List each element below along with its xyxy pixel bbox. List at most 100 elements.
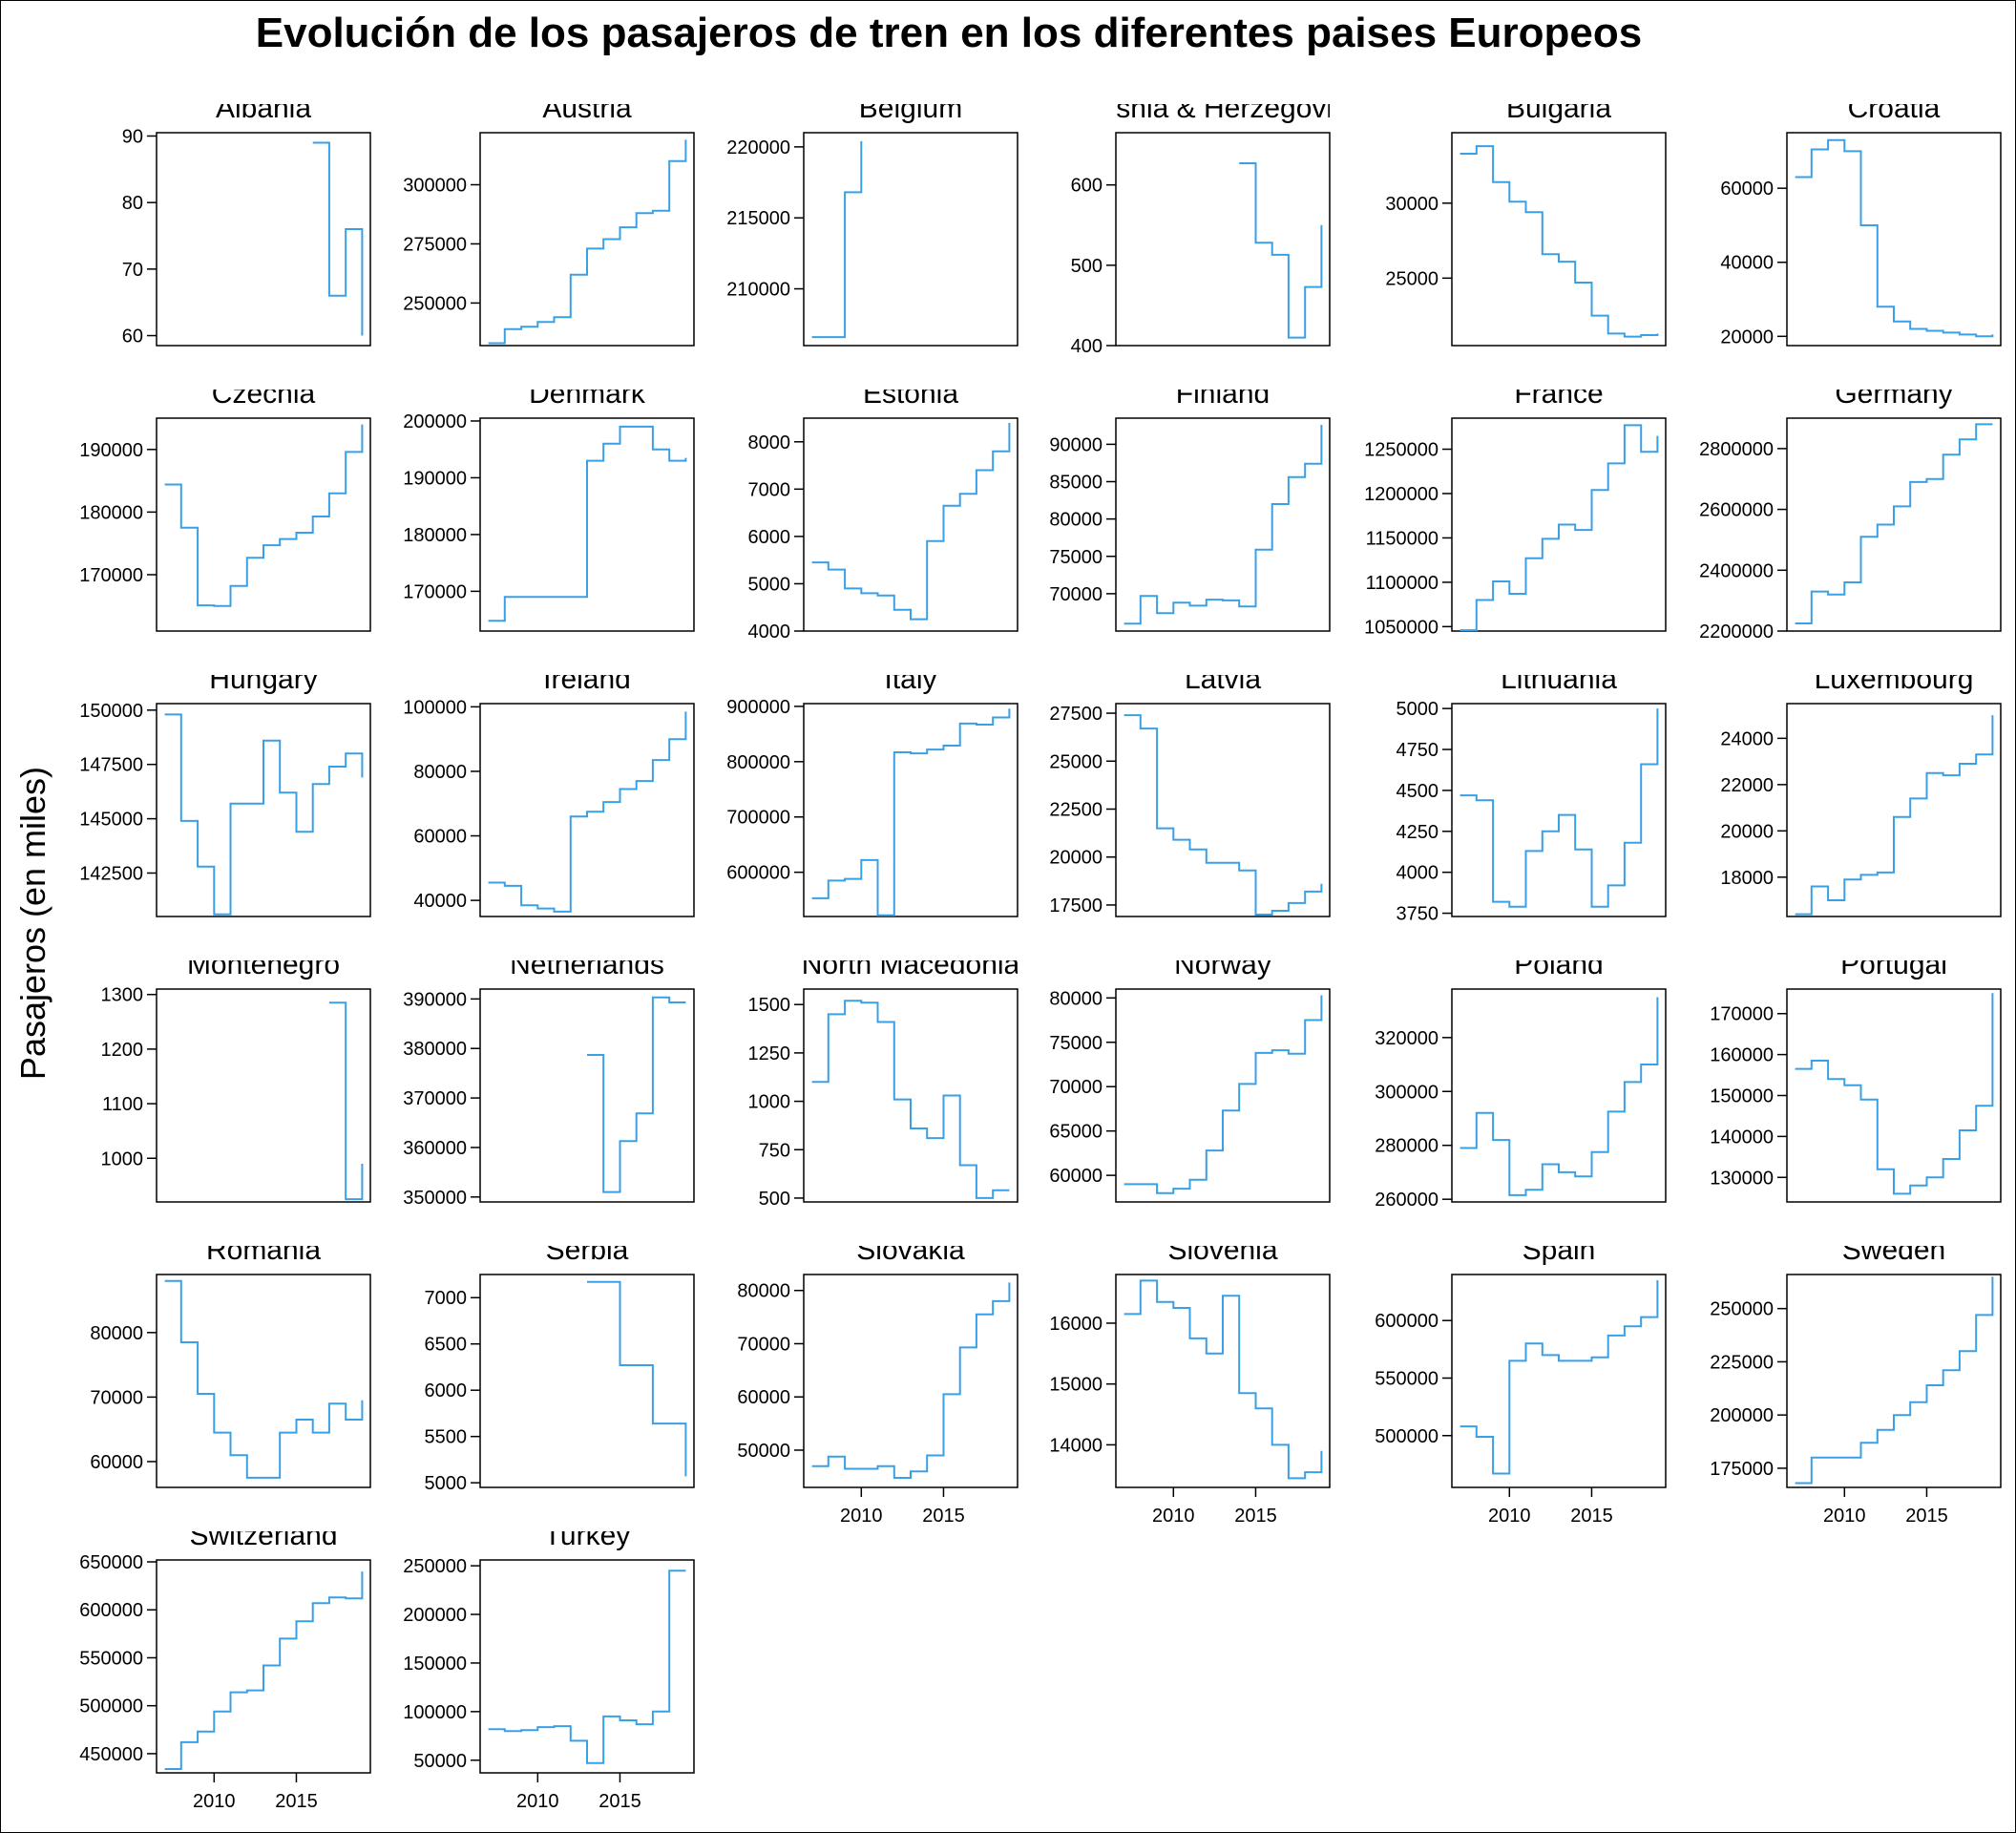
series-line — [1124, 995, 1323, 1194]
y-tick-label: 300000 — [1375, 1082, 1438, 1103]
series-line — [488, 139, 687, 345]
y-tick-label: 1500 — [748, 995, 791, 1016]
panel-title: Ireland — [543, 664, 631, 695]
y-tick-label: 16000 — [1049, 1314, 1102, 1335]
y-tick-label: 15000 — [1049, 1375, 1102, 1396]
y-tick-label: 60000 — [90, 1452, 143, 1473]
panel-title: Luxembourg — [1815, 664, 1974, 695]
y-tick-label: 75000 — [1049, 547, 1102, 568]
panel-title: Montenegro — [187, 949, 340, 980]
panel-title: Slovakia — [856, 1234, 965, 1266]
y-tick-label: 1200 — [101, 1040, 144, 1061]
series-line — [1795, 715, 1994, 916]
y-tick-label: 80000 — [737, 1281, 790, 1302]
panel-bulgaria: Bulgaria 25000 30000 — [1385, 93, 1667, 347]
panel-box — [156, 1559, 371, 1774]
panel-box — [803, 417, 1018, 632]
y-tick-label: 225000 — [1710, 1352, 1774, 1373]
x-tick-label: 2010 — [840, 1506, 883, 1527]
y-tick-label: 4750 — [1396, 740, 1439, 761]
panel-title: Hungary — [209, 664, 317, 695]
panel-title: Belgium — [859, 93, 962, 124]
y-tick-label: 150000 — [1710, 1086, 1774, 1107]
y-tick-label: 90000 — [1049, 434, 1102, 455]
y-tick-label: 250000 — [403, 293, 467, 314]
series-line — [488, 1570, 686, 1764]
y-tick-label: 5000 — [425, 1473, 468, 1494]
y-tick-label: 27500 — [1049, 704, 1102, 725]
panel-box — [479, 417, 695, 632]
y-tick-label: 60000 — [1049, 1166, 1102, 1187]
panel-box — [479, 1274, 695, 1488]
y-tick-label: 80000 — [1049, 988, 1102, 1009]
y-tick-label: 18000 — [1720, 868, 1774, 889]
y-tick-label: 5000 — [748, 574, 791, 595]
panel-czechia: Czechia 170000 180000 190000 — [79, 390, 371, 632]
y-tick-label: 2400000 — [1699, 560, 1774, 581]
panel-title: Romania — [206, 1234, 321, 1266]
panel-title: Bosnia & Herzegovina — [1082, 93, 1365, 124]
y-tick-label: 2800000 — [1699, 439, 1774, 460]
y-tick-label: 22500 — [1049, 799, 1102, 820]
y-tick-label: 40000 — [413, 891, 467, 912]
y-tick-label: 50000 — [737, 1441, 790, 1462]
panel-box — [1451, 703, 1667, 917]
panel-lithuania: Lithuania 3750 4000 4250 4500 4750 5000 — [1396, 664, 1667, 925]
panel-switzerland: Switzerland 450000 500000 550000 600000 65000… — [79, 1531, 371, 1812]
panel-title: Italy — [884, 664, 936, 695]
y-axis-label: Pasajeros (en miles) — [13, 767, 52, 1080]
y-tick-label: 190000 — [403, 468, 467, 489]
panel-albania: Albania 60 70 80 90 — [122, 104, 371, 348]
y-tick-label: 900000 — [726, 697, 790, 718]
panel-denmark: Denmark 170000 180000 190000 200000 — [403, 378, 695, 632]
y-tick-label: 210000 — [726, 280, 790, 301]
panel-serbia: Serbia 5000 5500 6000 6500 7000 — [425, 1246, 695, 1494]
y-tick-label: 1300 — [101, 985, 144, 1006]
panels-group: Albania 60 70 80 90 Austria 250000 275000 300000… — [79, 93, 2002, 1812]
panel-box — [1786, 703, 2002, 917]
y-tick-label: 600000 — [726, 863, 790, 884]
y-tick-label: 1250 — [748, 1043, 791, 1064]
panel-title: Lithuania — [1501, 664, 1617, 695]
y-tick-label: 450000 — [79, 1744, 143, 1765]
x-tick-label: 2015 — [1570, 1506, 1613, 1527]
y-tick-label: 4500 — [1396, 781, 1439, 802]
series-line — [1124, 714, 1323, 916]
y-tick-label: 3750 — [1396, 904, 1439, 925]
y-tick-label: 17500 — [1049, 895, 1102, 916]
panel-title: Sweden — [1842, 1234, 1945, 1266]
y-tick-label: 280000 — [1375, 1136, 1438, 1157]
panel-box — [156, 1274, 371, 1488]
panel-estonia: Estonia 4000 5000 6000 7000 8000 — [748, 390, 1018, 643]
series-line — [587, 1280, 687, 1477]
y-tick-label: 215000 — [726, 208, 790, 229]
y-tick-label: 380000 — [403, 1039, 467, 1060]
panel-ireland: Ireland 40000 60000 80000 100000 — [403, 664, 695, 917]
series-line — [811, 423, 1011, 621]
panel-hungary: Hungary 142500 145000 147500 150000 — [79, 664, 371, 917]
panel-title: Denmark — [529, 378, 646, 410]
series-line — [1795, 1276, 1994, 1485]
y-tick-label: 350000 — [403, 1188, 467, 1209]
y-tick-label: 600 — [1071, 176, 1102, 197]
panel-box — [156, 703, 371, 917]
panel-box — [1786, 132, 2002, 347]
y-tick-label: 70000 — [90, 1387, 143, 1408]
panel-germany: Germany 2200000 2400000 2600000 2800000 — [1699, 390, 2002, 643]
y-tick-label: 70 — [122, 260, 143, 281]
panel-bosnia-herzegovina: Bosnia & Herzegovina 400 500 600 — [1071, 93, 1365, 357]
panel-belgium: Belgium 210000 215000 220000 — [726, 93, 1018, 347]
y-tick-label: 20000 — [1720, 327, 1774, 348]
series-line — [587, 996, 686, 1193]
series-line — [488, 425, 687, 622]
series-line — [164, 1571, 364, 1770]
panel-box — [1451, 1274, 1667, 1488]
panel-box — [479, 132, 695, 347]
panel-austria: Austria 250000 275000 300000 — [403, 104, 695, 347]
x-tick-label: 2015 — [275, 1791, 318, 1812]
y-tick-label: 175000 — [1710, 1459, 1774, 1480]
panel-box — [1115, 988, 1331, 1203]
panel-title: Bulgaria — [1506, 93, 1611, 124]
y-tick-label: 370000 — [403, 1088, 467, 1109]
